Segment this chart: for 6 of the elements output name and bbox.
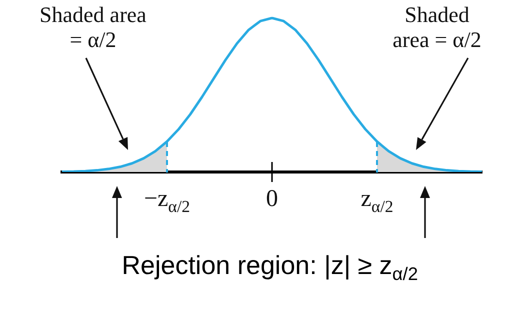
x-tick-label: z$_{α/2}$ xyxy=(360,186,394,217)
annotation: Shaded area = α/2 xyxy=(392,2,482,52)
x-tick-label: −z$_{α/2}$ xyxy=(144,186,190,217)
text: Rejection region: |z| ≥ z$_{α/2}$ xyxy=(122,250,418,286)
x-tick-label: 0 xyxy=(266,186,278,213)
annotation: Shaded area = α/2 xyxy=(38,2,148,52)
